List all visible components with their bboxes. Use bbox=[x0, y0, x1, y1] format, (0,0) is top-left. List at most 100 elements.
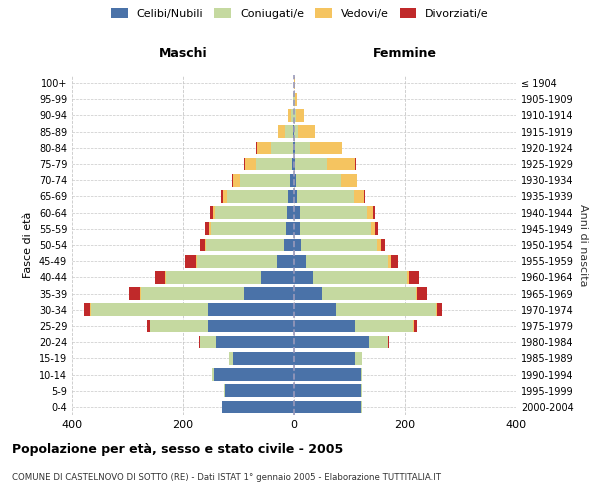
Bar bbox=[223, 190, 227, 202]
Bar bbox=[294, 238, 301, 252]
Bar bbox=[391, 255, 398, 268]
Bar bbox=[364, 190, 365, 202]
Bar bbox=[294, 206, 299, 219]
Bar bbox=[354, 190, 364, 202]
Bar bbox=[294, 222, 299, 235]
Bar bbox=[232, 174, 233, 186]
Bar bbox=[257, 142, 271, 154]
Bar bbox=[328, 158, 355, 170]
Bar bbox=[299, 222, 371, 235]
Bar bbox=[409, 271, 419, 283]
Bar bbox=[165, 271, 166, 283]
Bar bbox=[294, 400, 361, 413]
Bar bbox=[213, 206, 215, 219]
Bar bbox=[294, 126, 298, 138]
Text: COMUNE DI CASTELNOVO DI SOTTO (RE) - Dati ISTAT 1° gennaio 2005 - Elaborazione T: COMUNE DI CASTELNOVO DI SOTTO (RE) - Dat… bbox=[12, 472, 441, 482]
Text: Maschi: Maschi bbox=[158, 48, 208, 60]
Bar bbox=[289, 109, 290, 122]
Bar bbox=[292, 158, 294, 170]
Bar bbox=[208, 320, 294, 332]
Bar bbox=[380, 238, 385, 252]
Bar bbox=[290, 174, 294, 186]
Bar bbox=[294, 320, 355, 332]
Bar bbox=[373, 206, 375, 219]
Bar bbox=[212, 368, 214, 381]
Bar bbox=[290, 109, 294, 122]
Bar bbox=[417, 288, 427, 300]
Bar bbox=[367, 206, 373, 219]
Bar bbox=[294, 255, 306, 268]
Bar bbox=[233, 352, 294, 364]
Bar bbox=[296, 174, 341, 186]
Bar bbox=[129, 288, 140, 300]
Bar bbox=[209, 206, 213, 219]
Bar bbox=[313, 271, 407, 283]
Bar bbox=[295, 93, 297, 106]
Bar bbox=[295, 158, 328, 170]
Bar bbox=[205, 238, 206, 252]
Bar bbox=[196, 255, 197, 268]
Bar bbox=[83, 304, 91, 316]
Bar bbox=[341, 174, 357, 186]
Bar bbox=[377, 238, 380, 252]
Bar bbox=[197, 255, 277, 268]
Bar bbox=[388, 336, 389, 348]
Bar bbox=[295, 142, 310, 154]
Bar bbox=[413, 320, 415, 332]
Bar bbox=[287, 206, 294, 219]
Bar bbox=[215, 206, 287, 219]
Bar bbox=[205, 222, 209, 235]
Bar bbox=[294, 109, 296, 122]
Bar bbox=[298, 190, 354, 202]
Bar bbox=[245, 158, 256, 170]
Bar bbox=[294, 304, 335, 316]
Bar bbox=[239, 174, 290, 186]
Bar bbox=[224, 384, 294, 397]
Bar bbox=[294, 190, 298, 202]
Bar bbox=[222, 400, 294, 413]
Bar bbox=[200, 336, 217, 348]
Bar bbox=[407, 271, 409, 283]
Bar bbox=[227, 190, 289, 202]
Bar bbox=[294, 384, 361, 397]
Bar bbox=[155, 271, 165, 283]
Bar bbox=[298, 126, 315, 138]
Bar bbox=[361, 400, 362, 413]
Bar bbox=[299, 206, 367, 219]
Bar bbox=[436, 304, 437, 316]
Bar bbox=[415, 320, 416, 332]
Bar bbox=[148, 320, 150, 332]
Bar bbox=[217, 336, 294, 348]
Bar bbox=[229, 352, 233, 364]
Text: Popolazione per età, sesso e stato civile - 2005: Popolazione per età, sesso e stato civil… bbox=[12, 442, 343, 456]
Bar bbox=[371, 222, 375, 235]
Bar bbox=[150, 320, 208, 332]
Bar bbox=[91, 304, 208, 316]
Bar bbox=[294, 336, 369, 348]
Text: Femmine: Femmine bbox=[373, 48, 437, 60]
Bar bbox=[285, 126, 293, 138]
Bar bbox=[355, 352, 362, 364]
Bar bbox=[209, 222, 211, 235]
Bar bbox=[416, 288, 417, 300]
Bar bbox=[140, 288, 142, 300]
Bar bbox=[437, 304, 442, 316]
Bar bbox=[293, 142, 294, 154]
Bar bbox=[294, 288, 322, 300]
Bar bbox=[369, 336, 388, 348]
Bar bbox=[166, 271, 261, 283]
Bar bbox=[271, 142, 293, 154]
Bar bbox=[256, 158, 292, 170]
Bar bbox=[289, 190, 294, 202]
Bar bbox=[361, 384, 362, 397]
Bar bbox=[244, 288, 294, 300]
Bar bbox=[388, 255, 391, 268]
Bar bbox=[294, 158, 295, 170]
Bar bbox=[294, 368, 361, 381]
Bar bbox=[221, 190, 223, 202]
Bar bbox=[233, 174, 239, 186]
Bar bbox=[322, 288, 416, 300]
Bar bbox=[208, 304, 294, 316]
Bar bbox=[294, 271, 313, 283]
Bar bbox=[306, 255, 388, 268]
